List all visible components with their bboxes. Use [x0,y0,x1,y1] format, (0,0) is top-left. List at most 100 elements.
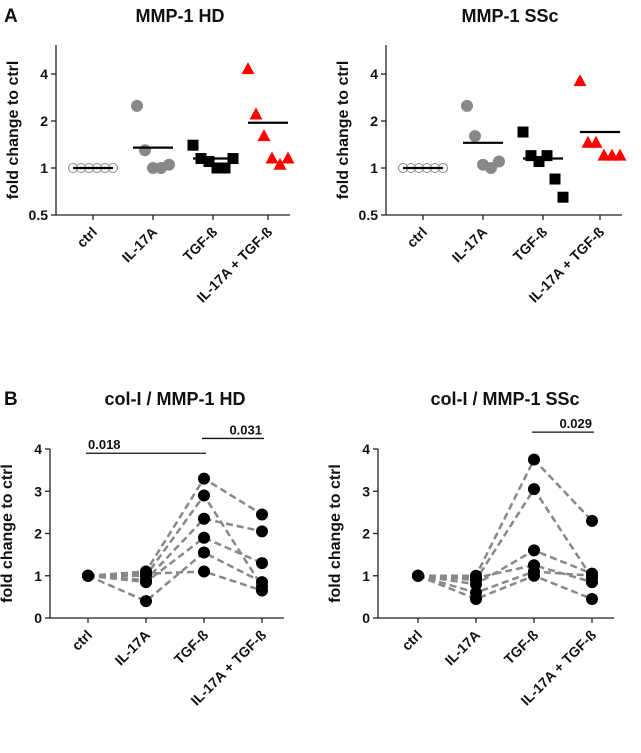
data-point [533,156,545,168]
data-point [461,99,473,112]
y-axis-label: fold change to ctrl [5,61,22,200]
x-tick-label: ctrl [73,224,100,251]
x-tick-label: IL-17A [112,627,154,669]
y-tick-label: 4 [362,441,370,457]
y-axis-label: fold change to ctrl [0,464,16,603]
y-tick-label: 0.5 [29,207,49,223]
series-line [417,486,594,582]
x-tick-label: TGF-ß [171,626,212,667]
data-point [131,99,143,112]
data-point [470,571,482,584]
data-point [256,525,268,538]
y-tick-label: 0 [34,610,42,626]
data-point [528,544,540,557]
data-point [187,139,199,151]
data-point [517,126,529,138]
data-point [469,130,481,143]
data-point [257,129,271,142]
y-tick-label: 3 [34,483,42,499]
x-tick-label: IL-17A [449,224,491,266]
x-tick-label: TGF-ß [180,223,221,264]
chart-title: col-I / MMP-1 SSc [430,389,579,409]
series-line [87,551,263,603]
series-line [417,574,593,601]
x-tick-label: ctrl [68,627,95,654]
p-value-label: 0.031 [229,422,262,437]
series-line [87,476,263,577]
data-point [265,151,279,164]
data-point [281,151,295,164]
y-tick-label: 4 [370,66,378,82]
chart-b-ssc: col-I / MMP-1 SSc fold change to ctrl 0 1 2 3… [327,389,614,708]
y-axis-label: fold change to ctrl [327,464,344,603]
series-line [417,570,593,594]
chart-a-ssc: MMP-1 SSc fold change to ctrl 0.5 1 2 4 ctrl IL… [335,6,627,305]
data-point [573,74,587,87]
data-point [557,191,569,203]
data-point [485,162,497,174]
data-point [140,595,152,608]
data-point [203,156,215,168]
data-point [525,150,537,162]
data-point [139,144,151,157]
data-point [586,592,598,605]
y-tick-label: 0.5 [359,207,379,223]
data-point [256,557,268,570]
chart-title: col-I / MMP-1 HD [104,389,245,409]
x-tick-label: IL-17A [442,627,484,669]
x-tick-label: ctrl [403,224,430,251]
y-tick-label: 2 [40,113,48,129]
y-axis-label: fold change to ctrl [335,61,352,200]
series-line [87,536,263,584]
data-point [198,546,210,559]
data-point [613,148,627,161]
p-value-label: 0.018 [88,437,121,452]
data-point [256,584,268,597]
data-point [198,531,210,544]
x-tick-label: TGF-ß [501,626,542,667]
data-point [528,453,540,466]
y-tick-label: 1 [362,568,370,584]
data-point [528,483,540,496]
data-point [241,62,255,75]
x-tick-label: IL-17A [119,224,161,266]
data-point [249,107,263,120]
y-tick-label: 4 [40,66,48,82]
data-point [589,135,603,148]
chart-title: MMP-1 SSc [461,6,558,26]
data-point [219,162,231,174]
y-tick-label: 2 [362,526,370,542]
data-point [528,569,540,582]
chart-a-hd: MMP-1 HD fold change to ctrl 0.5 1 2 4 ctrl IL-… [5,6,295,305]
data-point [198,489,210,502]
x-tick-label: TGF-ß [510,223,551,264]
y-tick-label: 4 [34,441,42,457]
y-tick-label: 1 [370,160,378,176]
data-point [470,592,482,605]
data-point [586,569,598,582]
series-line [417,563,593,584]
data-point [163,158,175,171]
panel-label-b: B [4,389,18,410]
data-point [493,155,505,168]
data-point [586,514,598,527]
data-point [549,173,561,185]
y-tick-label: 2 [34,526,42,542]
data-point [140,576,152,589]
data-point [198,512,210,525]
series-line [417,549,593,586]
data-point [256,576,268,589]
y-tick-label: 2 [370,113,378,129]
data-point [541,150,553,162]
data-point [140,567,152,580]
y-tick-label: 3 [362,483,370,499]
data-point [211,162,223,174]
chart-b-hd: col-I / MMP-1 HD fold change to ctrl 0 1 2 3 4… [0,389,284,708]
p-value-label: 0.029 [559,416,592,431]
y-tick-label: 1 [40,160,48,176]
data-point [198,565,210,578]
series-line [87,570,263,592]
panel-label-a: A [4,6,18,27]
x-tick-label: ctrl [398,627,425,654]
